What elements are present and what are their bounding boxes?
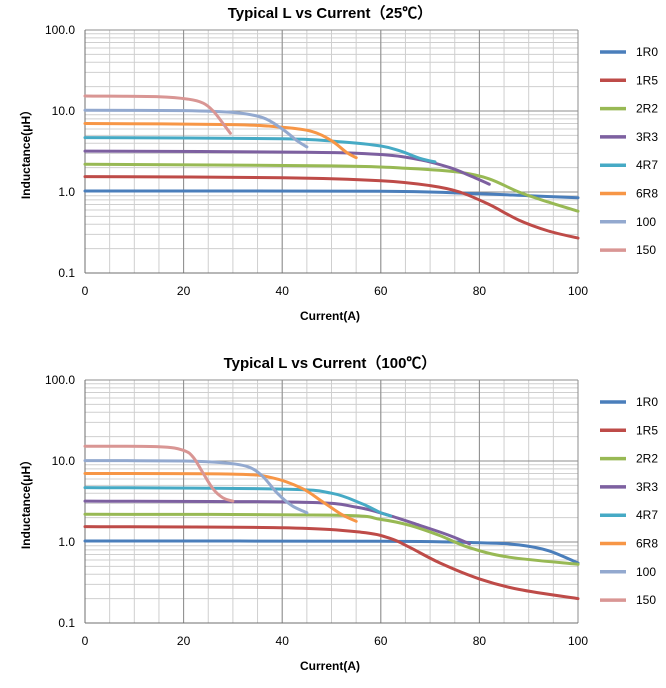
- y-tick-label: 1.0: [58, 185, 75, 199]
- legend-label-150: 150: [636, 593, 656, 607]
- series-line-1R5: [83, 525, 580, 601]
- x-tick-label: 100: [568, 284, 588, 298]
- series-line-100: [83, 459, 309, 515]
- chart-25c: 0.1 1.0 10.0 100.0 0 20 40 60 80 100 Typical L vs …: [0, 0, 666, 338]
- chart-title: Typical L vs Current（100℃）: [224, 354, 437, 372]
- x-axis-title: Current(A): [300, 659, 360, 673]
- legend-label-4R7: 4R7: [636, 508, 658, 522]
- chart-100c: 0.1 1.0 10.0 100.0 0 20 40 60 80 100 Typical L vs …: [0, 350, 666, 688]
- legend-label-150: 150: [636, 243, 656, 257]
- y-tick-label: 10.0: [52, 104, 76, 118]
- series-line-4R7: [83, 136, 437, 164]
- series-line-2R2: [83, 512, 580, 566]
- x-tick-label: 40: [276, 284, 290, 298]
- series-line-1R5: [83, 175, 580, 240]
- x-tick-label: 60: [374, 634, 388, 648]
- chart-title: Typical L vs Current（25℃）: [228, 4, 433, 22]
- legend-label-3R3: 3R3: [636, 130, 658, 144]
- y-tick-label: 100.0: [45, 373, 75, 387]
- y-tick-label: 10.0: [52, 454, 76, 468]
- legend-label-2R2: 2R2: [636, 102, 658, 116]
- x-tick-label: 100: [568, 634, 588, 648]
- y-tick-label: 100.0: [45, 23, 75, 37]
- x-tick-label: 80: [473, 634, 487, 648]
- series-line-3R3: [83, 149, 491, 186]
- series-line-6R8: [83, 122, 358, 160]
- series-line-6R8: [83, 472, 358, 523]
- legend-label-1R0: 1R0: [636, 395, 658, 409]
- chart-100c-svg: 0.1 1.0 10.0 100.0 0 20 40 60 80 100 Typical L vs …: [18, 354, 658, 673]
- y-tick-label: 1.0: [58, 535, 75, 549]
- y-tick-label: 0.1: [58, 266, 75, 280]
- legend-label-100: 100: [636, 565, 656, 579]
- legend-label-1R5: 1R5: [636, 423, 658, 437]
- legend-label-6R8: 6R8: [636, 537, 658, 551]
- series-line-100: [83, 108, 309, 149]
- legend-label-6R8: 6R8: [636, 187, 658, 201]
- x-tick-label: 60: [374, 284, 388, 298]
- legend-label-3R3: 3R3: [636, 480, 658, 494]
- y-axis-title: Inductance(μH）: [18, 454, 33, 549]
- series-line-150: [83, 444, 235, 503]
- y-tick-label: 0.1: [58, 616, 75, 630]
- x-tick-label: 20: [177, 634, 191, 648]
- legend-label-2R2: 2R2: [636, 452, 658, 466]
- legend-label-4R7: 4R7: [636, 158, 658, 172]
- x-axis-title: Current(A): [300, 309, 360, 323]
- legend-label-1R5: 1R5: [636, 73, 658, 87]
- y-axis-title: Inductance(μH）: [18, 104, 33, 199]
- x-tick-label: 80: [473, 284, 487, 298]
- chart-25c-svg: 0.1 1.0 10.0 100.0 0 20 40 60 80 100 Typical L vs …: [18, 4, 658, 323]
- series-line-4R7: [83, 486, 393, 518]
- legend-label-1R0: 1R0: [636, 45, 658, 59]
- series-line-1R0: [83, 539, 580, 565]
- x-tick-label: 40: [276, 634, 290, 648]
- x-tick-label: 20: [177, 284, 191, 298]
- x-tick-label: 0: [82, 634, 89, 648]
- x-tick-label: 0: [82, 284, 89, 298]
- series-line-150: [83, 94, 232, 135]
- legend-label-100: 100: [636, 215, 656, 229]
